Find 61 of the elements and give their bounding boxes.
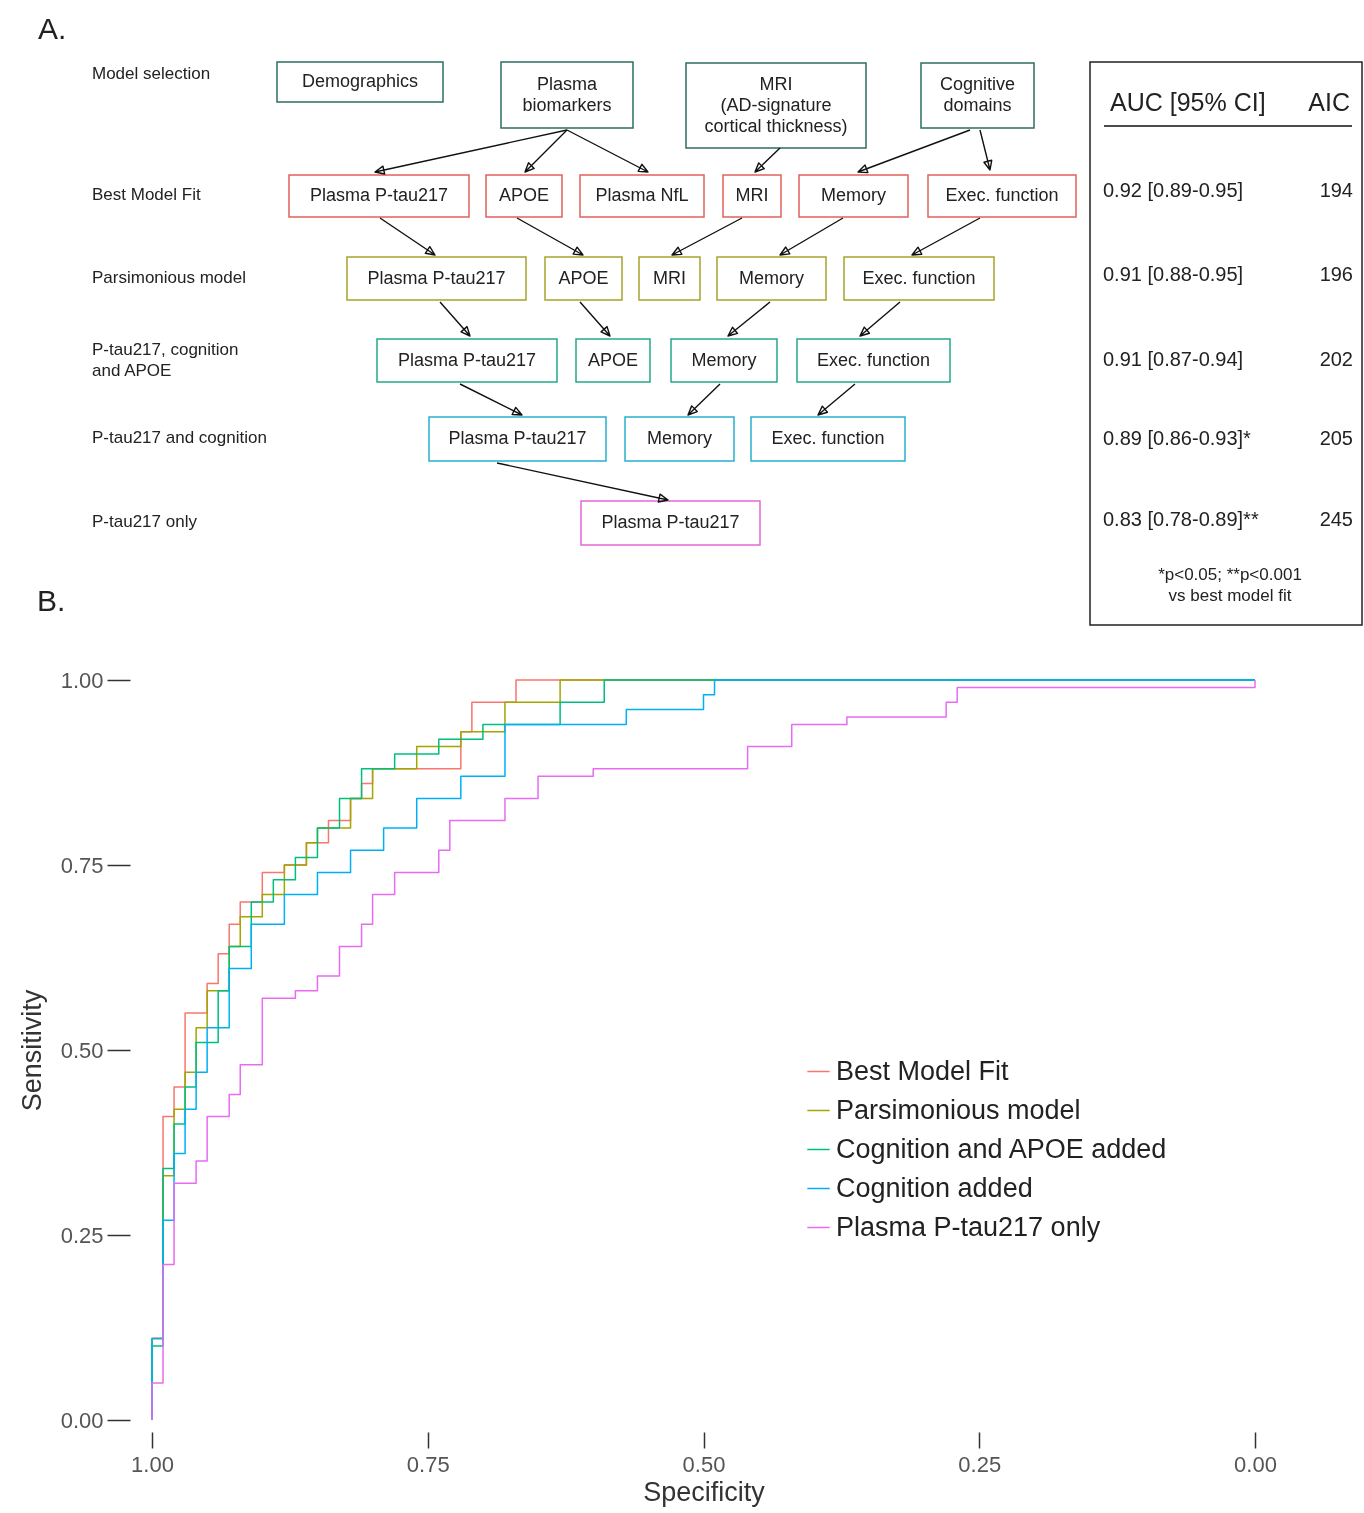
text: Exec. function xyxy=(771,428,885,448)
x-tick-label: 0.50 xyxy=(682,1451,726,1477)
text: P-tau217 and cognition xyxy=(92,428,267,447)
legend-label: Cognition added xyxy=(836,1172,1033,1203)
text: MRI xyxy=(735,185,769,205)
y-tick-label: 0.50 xyxy=(60,1037,104,1063)
x-tick-label: 0.75 xyxy=(406,1451,450,1477)
text: Model selection xyxy=(92,64,211,83)
text: Plasma P-tau217 xyxy=(309,185,449,205)
chart-title: B. xyxy=(37,584,66,617)
y-axis-title: Sensitivity xyxy=(16,989,47,1112)
text: 245 xyxy=(1319,508,1353,530)
x-tick-label: 1.00 xyxy=(131,1451,174,1477)
text: 196 xyxy=(1319,263,1353,285)
y-tick-label: 0.25 xyxy=(60,1222,104,1248)
text: APOE xyxy=(558,267,609,288)
text: Best Model Fit xyxy=(92,185,201,204)
text: A. xyxy=(38,12,67,45)
text: *p<0.05; **p<0.001 vs best model fit xyxy=(1158,564,1302,605)
legend-label: Plasma P-tau217 only xyxy=(836,1211,1101,1242)
legend-label: Cognition and APOE added xyxy=(836,1133,1167,1164)
text: Plasma P-tau217 xyxy=(448,428,587,448)
text: Plasma P-tau217 xyxy=(367,267,506,288)
text: Memory xyxy=(646,428,713,448)
text: APOE xyxy=(587,349,639,370)
legend-label: Parsimonious model xyxy=(836,1094,1081,1125)
x-tick-label: 0.25 xyxy=(958,1451,1002,1477)
text: 202 xyxy=(1319,348,1353,370)
text: Exec. function xyxy=(945,185,1059,205)
y-tick-label: 0.75 xyxy=(60,852,104,878)
text: P-tau217 only xyxy=(92,512,198,531)
text: 0.83 [0.78-0.89]** xyxy=(1103,508,1259,530)
x-axis-title: Specificity xyxy=(643,1476,766,1507)
text: Exec. function xyxy=(862,267,976,288)
text: 0.92 [0.89-0.95] xyxy=(1103,179,1244,201)
text: Memory xyxy=(691,349,757,370)
text: Cognitive domains xyxy=(939,74,1016,115)
text: Plasma biomarkers xyxy=(522,73,612,115)
text: Plasma P-tau217 xyxy=(601,512,740,532)
text: 205 xyxy=(1319,427,1353,449)
text: Demographics xyxy=(301,71,419,91)
text: APOE xyxy=(498,185,550,205)
text: Memory xyxy=(738,267,805,288)
text: Exec. function xyxy=(816,349,931,370)
text: Parsimonious model xyxy=(92,268,247,287)
text: P-tau217, cognition and APOE xyxy=(92,339,239,380)
y-tick-label: 0.00 xyxy=(60,1407,104,1433)
text: MRI (AD-signature cortical thickness) xyxy=(704,73,848,136)
text: AIC xyxy=(1308,88,1350,116)
x-tick-label: 0.00 xyxy=(1234,1451,1277,1477)
text: Plasma NfL xyxy=(595,185,689,205)
y-tick-label: 1.00 xyxy=(60,667,104,693)
text: MRI xyxy=(653,267,686,288)
text: 0.91 [0.88-0.95] xyxy=(1103,263,1244,285)
legend-label: Best Model Fit xyxy=(836,1055,1010,1086)
text: Plasma P-tau217 xyxy=(397,349,537,370)
text: 194 xyxy=(1319,179,1353,201)
text: AUC [95% CI] xyxy=(1110,88,1266,116)
text: Memory xyxy=(820,185,887,205)
text: 0.91 [0.87-0.94] xyxy=(1103,348,1244,370)
text: 0.89 [0.86-0.93]* xyxy=(1103,427,1252,449)
